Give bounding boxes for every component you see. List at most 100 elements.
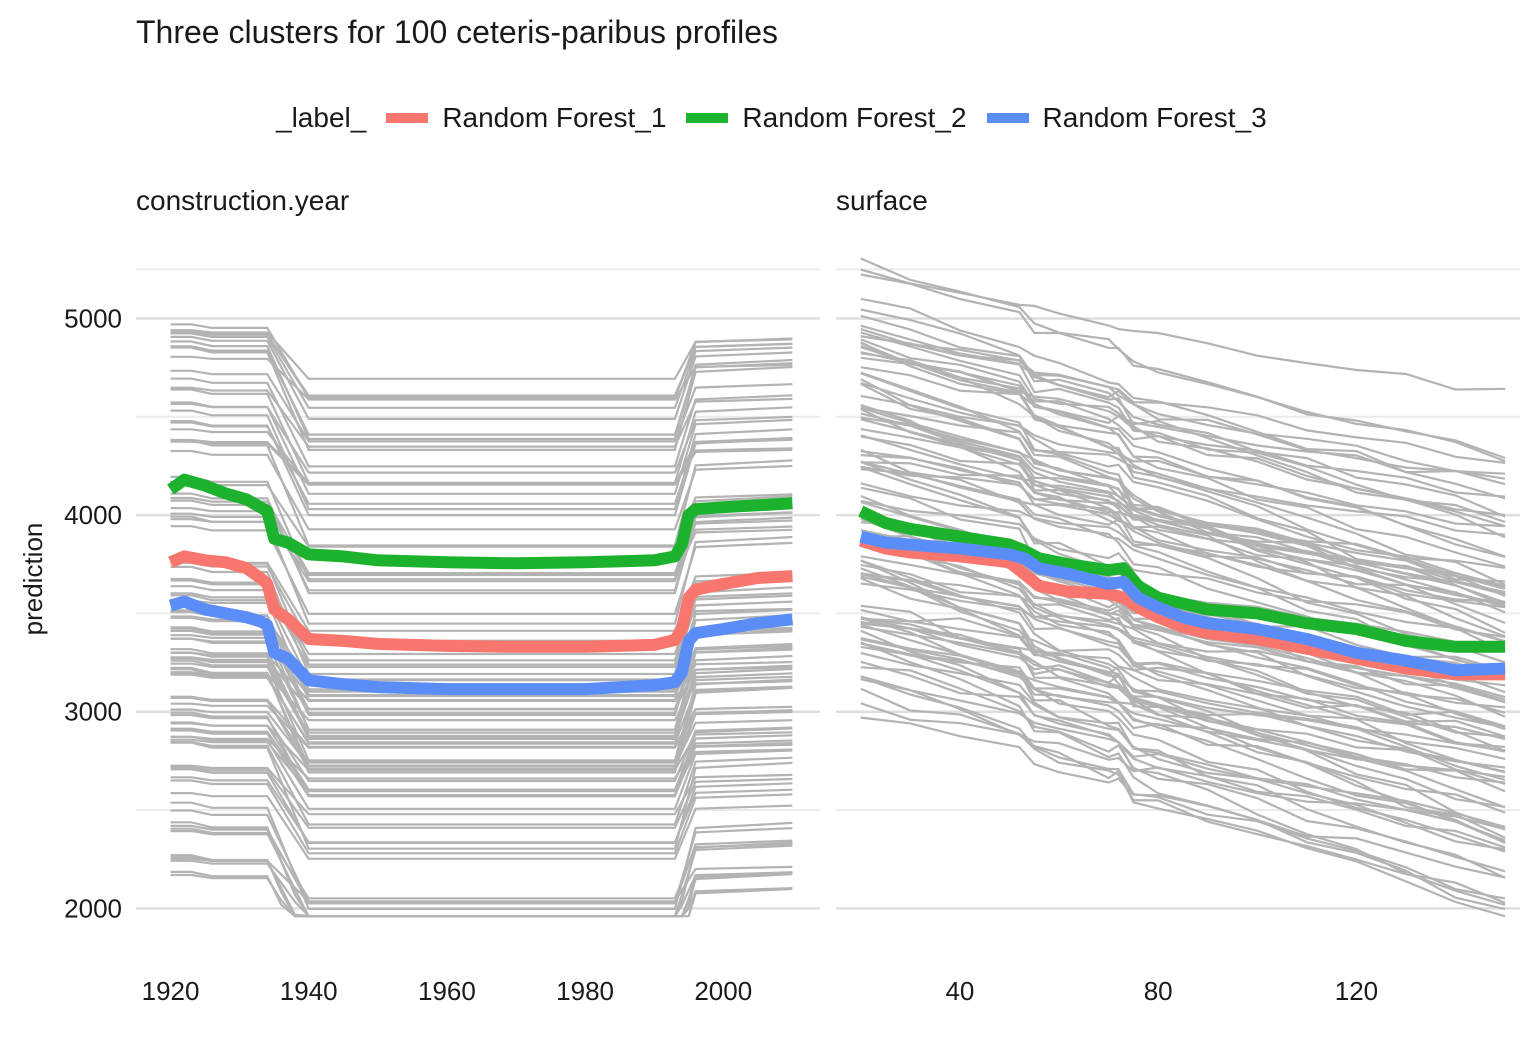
background-profile: [170, 369, 793, 443]
series-line-rf3: [168, 595, 794, 696]
background-profile: [860, 608, 1506, 731]
background-profile: [170, 388, 793, 484]
background-profile: [170, 409, 793, 511]
background-profile: [860, 324, 1506, 524]
background-profile: [860, 454, 1506, 605]
series-line-rf2: [858, 505, 1506, 653]
series-line-rf1: [168, 550, 793, 653]
background-profile: [170, 740, 793, 826]
background-profile: [860, 687, 1506, 904]
background-profile: [170, 648, 793, 737]
y-axis-title: prediction: [18, 523, 48, 636]
background-profile: [170, 735, 793, 810]
background-profile: [860, 257, 1506, 463]
x-tick-label: 1920: [142, 976, 200, 1006]
background-profile: [170, 657, 793, 739]
legend-item-rf1: Random Forest_1: [386, 102, 666, 134]
background-profile: [860, 638, 1506, 793]
background-profile: [860, 572, 1506, 741]
background-profile: [170, 741, 793, 850]
y-tick-label: 4000: [64, 500, 122, 530]
legend-swatch-rf3: [986, 113, 1029, 123]
background-profile: [170, 402, 793, 474]
background-profile: [860, 622, 1506, 760]
background-profile: [860, 297, 1506, 500]
background-profile: [170, 518, 793, 577]
background-profile: [170, 428, 793, 486]
background-profile: [860, 308, 1506, 539]
background-profile: [860, 563, 1506, 714]
background-profile: [860, 641, 1506, 911]
background-profile: [170, 440, 793, 486]
x-tick-label: 1960: [418, 976, 476, 1006]
legend-swatch-rf1: [386, 113, 429, 123]
background-profile: [170, 377, 793, 468]
background-profile: [860, 351, 1506, 586]
legend: _label_ Random Forest_1 Random Forest_2 …: [276, 100, 1287, 136]
background-profile: [170, 721, 793, 791]
y-tick-label: 3000: [64, 697, 122, 727]
x-tick-label: 1940: [280, 976, 338, 1006]
background-profile: [860, 314, 1506, 518]
x-tick-label: 2000: [694, 976, 752, 1006]
background-profile: [860, 268, 1506, 391]
background-profile: [170, 626, 793, 716]
background-profile: [170, 776, 793, 844]
background-profile: [170, 637, 793, 731]
series-line-rf3: [859, 530, 1506, 677]
legend-label-rf1: Random Forest_1: [442, 102, 667, 133]
series-line-rf2: [167, 473, 793, 570]
background-profile: [170, 420, 793, 517]
background-profile: [170, 711, 793, 797]
background-profile: [860, 577, 1506, 809]
background-profile: [170, 525, 793, 615]
panel-strip-label: surface: [836, 185, 928, 216]
background-profile: [860, 637, 1506, 814]
background-profile: [860, 328, 1506, 475]
background-profile: [170, 346, 793, 451]
background-profile: [860, 342, 1506, 607]
background-profile: [170, 355, 793, 401]
background-profile: [860, 338, 1506, 558]
background-profile: [170, 766, 793, 829]
background-profile: [860, 541, 1506, 785]
y-tick-label: 5000: [64, 303, 122, 333]
background-profile: [170, 695, 793, 771]
background-profile: [170, 873, 793, 918]
background-profile: [860, 651, 1506, 844]
legend-swatch-rf2: [686, 113, 729, 123]
x-tick-label: 40: [945, 976, 974, 1006]
background-profile: [860, 660, 1506, 849]
background-profile: [860, 366, 1506, 498]
background-profile: [170, 779, 793, 855]
background-profile: [860, 666, 1506, 873]
background-profile: [170, 738, 793, 793]
background-profile: [860, 273, 1506, 460]
background-profile: [860, 567, 1506, 842]
background-profile: [860, 617, 1506, 853]
background-profile: [170, 335, 793, 420]
background-profile: [170, 340, 793, 441]
background-profile: [170, 329, 793, 380]
background-profile: [860, 540, 1506, 782]
background-profile: [170, 332, 793, 409]
legend-item-rf2: Random Forest_2: [686, 102, 967, 134]
series-line-rf1: [858, 534, 1506, 681]
background-profile: [170, 708, 793, 767]
background-profile: [170, 656, 793, 710]
background-profile: [170, 330, 793, 399]
y-tick-label: 2000: [64, 893, 122, 923]
background-profile: [170, 673, 793, 744]
x-tick-label: 80: [1144, 976, 1173, 1006]
background-profile: [860, 381, 1506, 589]
background-profile: [170, 792, 793, 860]
background-profile: [170, 592, 793, 682]
background-profile: [860, 499, 1506, 639]
background-profile: [170, 824, 793, 905]
background-profile: [170, 857, 793, 903]
background-profile: [860, 573, 1506, 704]
background-profile: [170, 856, 793, 918]
legend-title: _label_: [276, 102, 367, 133]
legend-label-rf2: Random Forest_2: [742, 102, 967, 133]
